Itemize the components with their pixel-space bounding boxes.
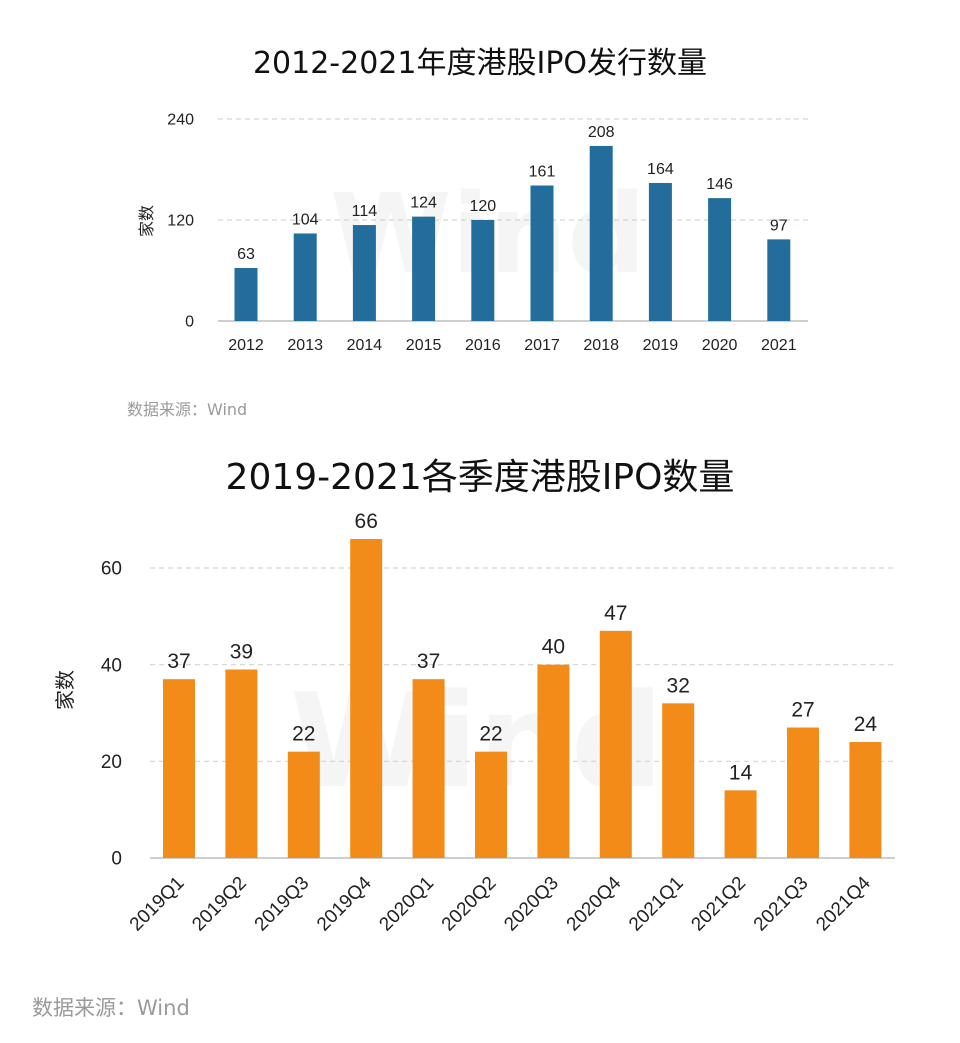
chart1-data-label: 161 — [529, 163, 556, 180]
chart1-xtick-label: 2018 — [583, 337, 619, 354]
chart2-data-label: 24 — [854, 713, 878, 736]
chart1-bar — [589, 145, 613, 321]
chart1-bar — [708, 198, 732, 321]
chart2-bar — [662, 703, 695, 858]
chart1-xtick-label: 2012 — [228, 337, 264, 354]
chart1-xtick-label: 2017 — [524, 337, 560, 354]
chart1-xtick-label: 2013 — [287, 337, 323, 354]
chart1-xtick-label: 2016 — [465, 337, 501, 354]
chart2-xtick-label: 2019Q1 — [126, 873, 189, 936]
chart2-data-label: 47 — [604, 602, 627, 625]
chart1-xtick-label: 2020 — [702, 337, 738, 354]
chart1-title: 2012-2021年度港股IPO发行数量 — [252, 46, 708, 81]
chart2-data-label: 37 — [417, 650, 440, 673]
chart1-source: 数据来源：Wind — [127, 400, 248, 419]
chart2-xtick-label: 2019Q2 — [188, 873, 251, 936]
chart1-data-label: 120 — [469, 198, 496, 215]
chart1-bar — [412, 216, 436, 321]
chart1-xtick-label: 2014 — [347, 337, 383, 354]
chart2-data-label: 39 — [230, 641, 253, 664]
chart2-bar — [287, 751, 320, 858]
chart1-data-label: 114 — [352, 203, 378, 220]
chart1-data-label: 146 — [706, 176, 733, 193]
chart2-data-label: 32 — [667, 674, 690, 697]
chart2-xtick-label: 2020Q2 — [438, 873, 501, 936]
chart1-ytick-label: 120 — [167, 213, 194, 230]
chart1-ylabel: 家数 — [137, 205, 156, 237]
chart2-data-label: 40 — [542, 636, 565, 659]
chart1-data-label: 124 — [410, 195, 437, 212]
chart2-bar — [537, 664, 570, 858]
chart2-data-label: 66 — [355, 510, 378, 533]
chart1-data-label: 97 — [770, 217, 788, 234]
chart2-data-label: 37 — [167, 650, 190, 673]
chart2-xtick-label: 2020Q4 — [563, 872, 626, 935]
chart1-bar — [352, 225, 376, 321]
chart2-source: 数据来源：Wind — [32, 996, 190, 1020]
chart1-ytick-label: 240 — [167, 112, 194, 129]
chart1-xtick-label: 2019 — [643, 337, 679, 354]
chart2-data-label: 22 — [479, 723, 502, 746]
chart1-bar — [293, 233, 317, 321]
chart2-xtick-label: 2019Q3 — [251, 873, 314, 936]
chart2-xtick-label: 2020Q1 — [375, 873, 438, 936]
chart2-xtick-label: 2020Q3 — [500, 873, 563, 936]
chart1-data-label: 164 — [647, 161, 674, 178]
chart1-data-label: 63 — [237, 246, 255, 263]
chart1-bar — [530, 185, 554, 321]
chart1-ytick-label: 0 — [185, 314, 194, 331]
chart1-data-label: 208 — [588, 124, 615, 141]
chart1-bar — [767, 239, 791, 321]
chart2-bar — [163, 679, 195, 858]
chart2-bar — [849, 742, 882, 858]
chart2-bar — [787, 727, 819, 858]
chart2-ytick-label: 20 — [101, 752, 122, 773]
chart1-bar — [648, 182, 672, 321]
chart2-xtick-label: 2019Q4 — [313, 872, 376, 935]
chart2-data-label: 14 — [729, 761, 753, 784]
chart2-ytick-label: 0 — [111, 849, 122, 870]
chart2-ylabel: 家数 — [53, 670, 77, 710]
chart2-data-label: 27 — [791, 699, 814, 722]
chart1-xtick-label: 2015 — [406, 337, 442, 354]
chart1-svg: 0 120 240 63 2012 104 2013 114 2014 124 2015 120 201… — [137, 112, 808, 354]
chart2-bar — [599, 630, 632, 858]
chart2-ytick-label: 60 — [101, 559, 122, 580]
chart2-bar — [412, 679, 445, 858]
chart1-data-label: 104 — [292, 211, 319, 228]
chart2-bar — [475, 751, 507, 858]
chart1-xtick-label: 2021 — [761, 337, 797, 354]
chart1-bar — [471, 220, 495, 321]
chart2-xtick-label: 2021Q3 — [750, 873, 813, 936]
chart2-xtick-label: 2021Q2 — [687, 873, 750, 936]
chart2-ytick-label: 40 — [101, 655, 122, 676]
chart1-bar — [234, 267, 258, 321]
chart2-xtick-label: 2021Q1 — [625, 873, 688, 936]
chart2-bar — [350, 539, 383, 858]
chart2-svg: 0 20 40 60 37 2019Q1 39 2019Q2 22 2019Q3 66 2019Q4 3… — [53, 510, 895, 936]
chart2-xtick-label: 2021Q4 — [812, 872, 875, 935]
chart2-bar — [724, 790, 757, 858]
chart2-data-label: 22 — [292, 723, 315, 746]
chart2-title: 2019-2021各季度港股IPO数量 — [225, 457, 735, 498]
chart2-bar — [225, 669, 258, 858]
